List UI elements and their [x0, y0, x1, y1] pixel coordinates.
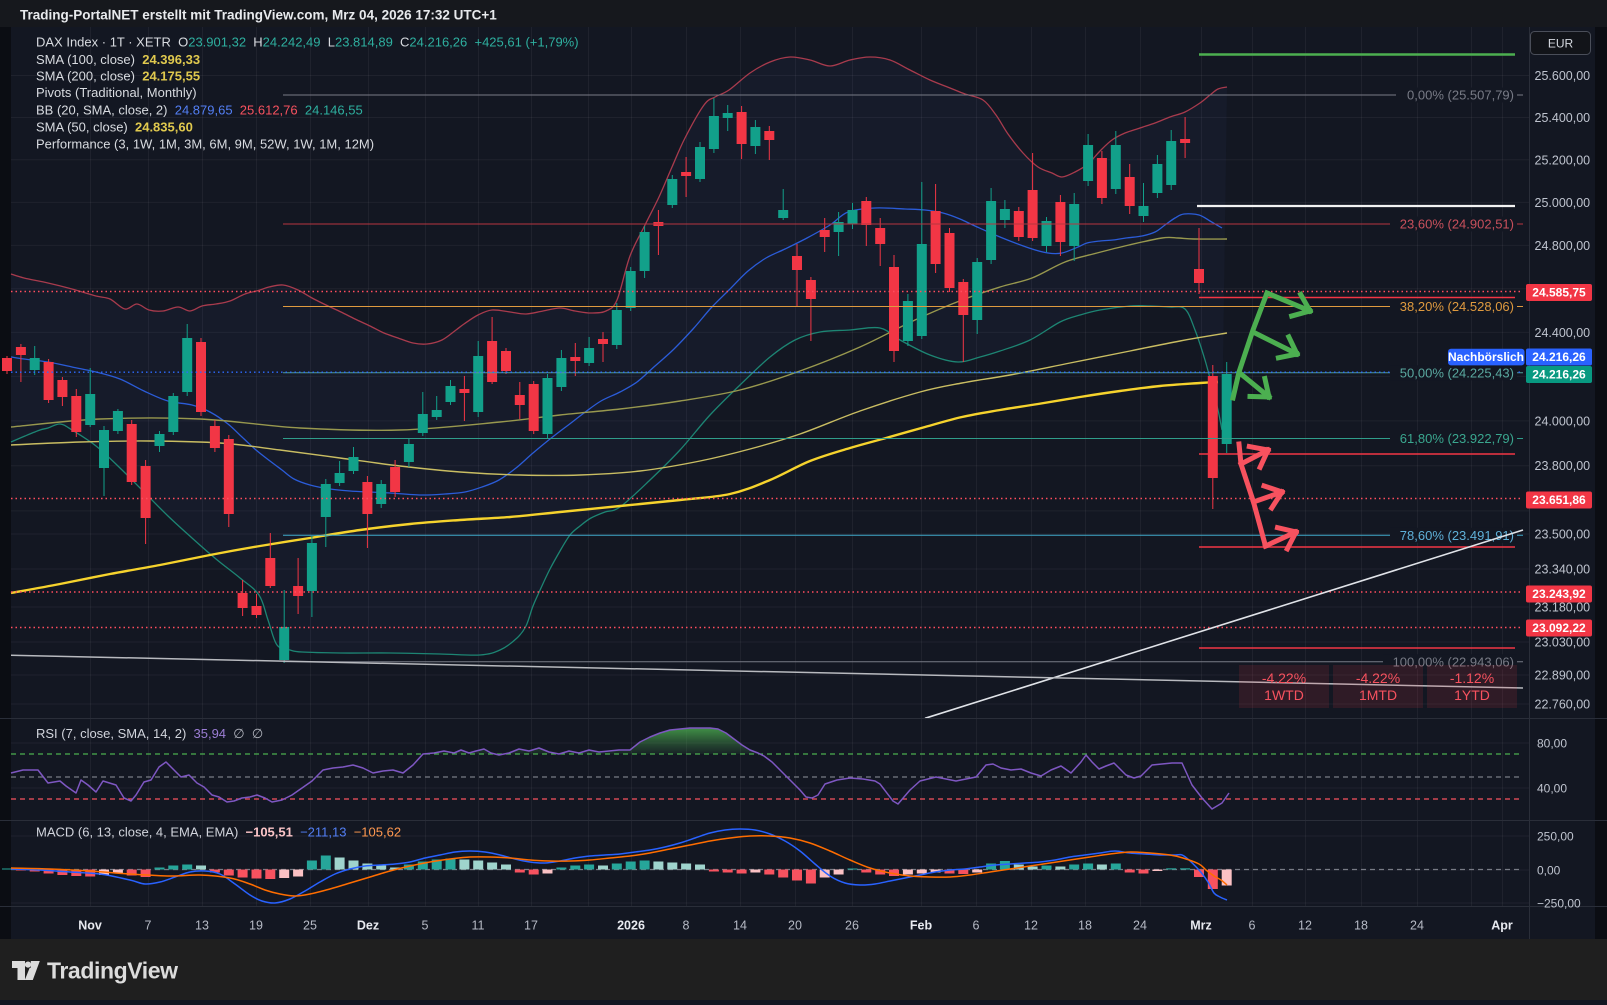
- svg-text:17: 17: [524, 919, 538, 933]
- svg-text:23,60% (24.902,51): 23,60% (24.902,51): [1400, 217, 1514, 232]
- svg-text:24.400,00: 24.400,00: [1535, 326, 1591, 340]
- svg-text:40,00: 40,00: [1537, 782, 1567, 796]
- svg-text:78,60% (23.491,91): 78,60% (23.491,91): [1400, 528, 1514, 543]
- svg-text:8: 8: [683, 919, 690, 933]
- svg-text:23.243,92: 23.243,92: [1532, 587, 1586, 601]
- svg-text:5: 5: [422, 919, 429, 933]
- svg-text:12: 12: [1024, 919, 1038, 933]
- svg-text:1MTD: 1MTD: [1359, 687, 1397, 703]
- svg-text:6: 6: [1249, 919, 1256, 933]
- svg-text:1YTD: 1YTD: [1454, 687, 1490, 703]
- svg-text:24.216,26: 24.216,26: [1532, 368, 1586, 382]
- svg-text:19: 19: [249, 919, 263, 933]
- svg-text:SMA (100, close) 24.396,33: SMA (100, close) 24.396,33: [36, 52, 200, 67]
- svg-text:250,00: 250,00: [1537, 830, 1574, 844]
- svg-text:Performance (3, 1W, 1M, 3M, 6M: Performance (3, 1W, 1M, 3M, 6M, 9M, 52W,…: [36, 137, 374, 152]
- svg-text:-4.22%: -4.22%: [1262, 670, 1306, 686]
- svg-text:-4.22%: -4.22%: [1356, 670, 1400, 686]
- svg-text:24: 24: [1133, 919, 1147, 933]
- svg-text:SMA (200, close) 24.175,55: SMA (200, close) 24.175,55: [36, 69, 200, 84]
- svg-text:24.585,75: 24.585,75: [1532, 286, 1586, 300]
- svg-text:SMA (50, close) 24.835,60: SMA (50, close) 24.835,60: [36, 120, 193, 135]
- svg-text:25.000,00: 25.000,00: [1535, 196, 1591, 210]
- svg-text:DAX Index · 1T · XETR O23.901: DAX Index · 1T · XETR O23.901,32 H24.242…: [36, 35, 579, 50]
- svg-text:23.340,00: 23.340,00: [1535, 563, 1591, 577]
- svg-text:Mrz: Mrz: [1190, 919, 1212, 933]
- svg-text:EUR: EUR: [1548, 37, 1574, 51]
- svg-text:RSI (7, close, SMA, 14, 2) 35: RSI (7, close, SMA, 14, 2) 35,94 ∅ ∅: [36, 726, 263, 741]
- svg-text:Nov: Nov: [78, 919, 102, 933]
- svg-text:Pivots (Traditional, Monthly): Pivots (Traditional, Monthly): [36, 85, 197, 100]
- svg-text:100,00% (22.943,06): 100,00% (22.943,06): [1393, 654, 1514, 669]
- svg-text:13: 13: [195, 919, 209, 933]
- svg-text:Dez: Dez: [357, 919, 379, 933]
- svg-text:7: 7: [145, 919, 152, 933]
- svg-text:12: 12: [1298, 919, 1312, 933]
- svg-text:24: 24: [1410, 919, 1424, 933]
- svg-text:BB (20, SMA, close, 2) 24.879: BB (20, SMA, close, 2) 24.879,65 25.612,…: [36, 103, 363, 118]
- svg-text:6: 6: [973, 919, 980, 933]
- svg-text:0,00% (25.507,79): 0,00% (25.507,79): [1407, 88, 1514, 103]
- svg-text:23.500,00: 23.500,00: [1535, 528, 1591, 542]
- svg-text:23.651,86: 23.651,86: [1532, 493, 1586, 507]
- svg-text:-1.12%: -1.12%: [1450, 670, 1494, 686]
- svg-text:22.760,00: 22.760,00: [1535, 698, 1591, 712]
- svg-text:Trading-PortalNET erstellt mit: Trading-PortalNET erstellt mit TradingVi…: [20, 8, 497, 23]
- svg-text:50,00% (24.225,43): 50,00% (24.225,43): [1400, 365, 1514, 380]
- svg-text:2026: 2026: [617, 919, 645, 933]
- svg-text:25.200,00: 25.200,00: [1535, 153, 1591, 167]
- svg-text:Nachbörslich: Nachbörslich: [1448, 350, 1524, 364]
- svg-text:22.890,00: 22.890,00: [1535, 669, 1591, 683]
- svg-text:61,80% (23.922,79): 61,80% (23.922,79): [1400, 431, 1514, 446]
- svg-text:MACD (6, 13, close, 4, EMA, EM: MACD (6, 13, close, 4, EMA, EMA) −105,51…: [36, 825, 401, 840]
- svg-text:24.216,26: 24.216,26: [1532, 350, 1586, 364]
- svg-text:11: 11: [472, 919, 485, 933]
- svg-text:26: 26: [845, 919, 859, 933]
- svg-text:24.800,00: 24.800,00: [1535, 239, 1591, 253]
- svg-text:18: 18: [1078, 919, 1092, 933]
- svg-text:25.400,00: 25.400,00: [1535, 111, 1591, 125]
- svg-text:Feb: Feb: [910, 919, 933, 933]
- svg-text:23.030,00: 23.030,00: [1535, 636, 1591, 650]
- svg-text:TradingView: TradingView: [47, 958, 178, 984]
- svg-text:23.800,00: 23.800,00: [1535, 459, 1591, 473]
- svg-text:18: 18: [1354, 919, 1368, 933]
- svg-text:Apr: Apr: [1491, 919, 1513, 933]
- svg-text:0,00: 0,00: [1537, 864, 1561, 878]
- svg-text:25.600,00: 25.600,00: [1535, 69, 1591, 83]
- svg-text:14: 14: [733, 919, 747, 933]
- svg-text:38,20% (24.528,06): 38,20% (24.528,06): [1400, 299, 1514, 314]
- svg-text:25: 25: [303, 919, 317, 933]
- svg-text:−250,00: −250,00: [1537, 897, 1581, 911]
- svg-text:80,00: 80,00: [1537, 737, 1567, 751]
- svg-text:23.092,22: 23.092,22: [1532, 621, 1586, 635]
- svg-text:1WTD: 1WTD: [1264, 687, 1304, 703]
- svg-text:23.180,00: 23.180,00: [1535, 601, 1591, 615]
- svg-text:24.000,00: 24.000,00: [1535, 414, 1591, 428]
- svg-text:20: 20: [788, 919, 802, 933]
